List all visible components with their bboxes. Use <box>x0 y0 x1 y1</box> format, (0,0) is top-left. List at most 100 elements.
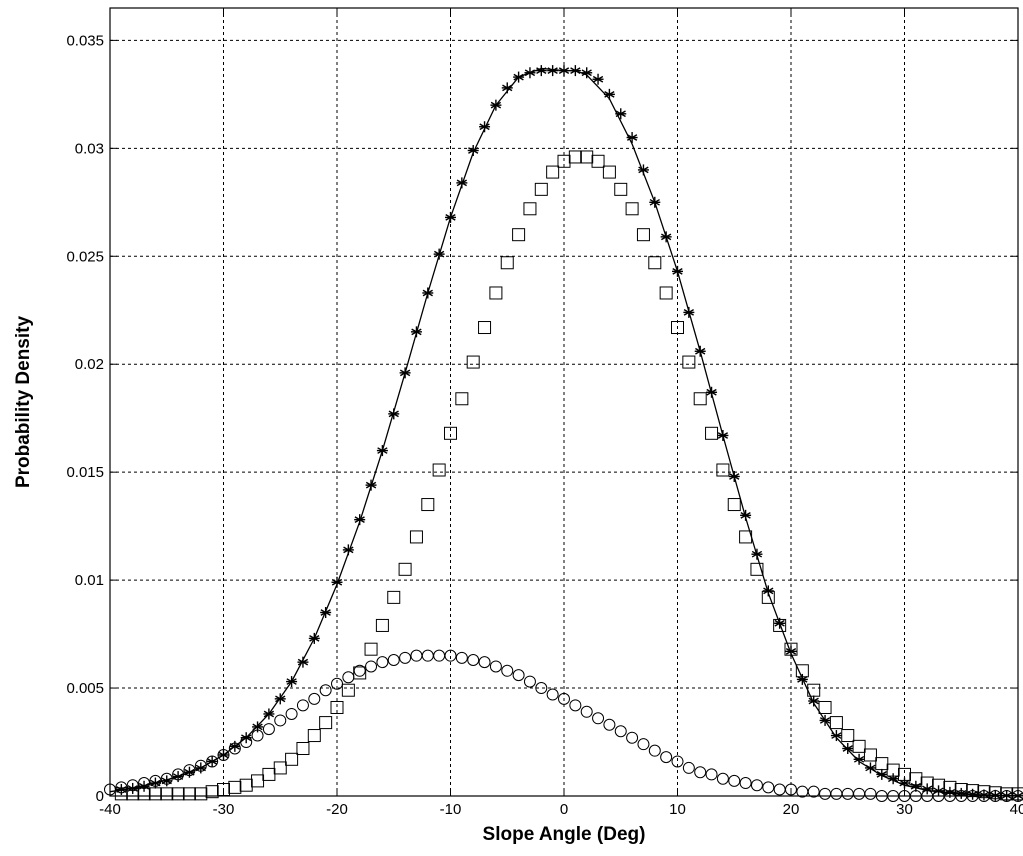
y-tick-label: 0.01 <box>75 572 104 589</box>
square-point <box>285 752 299 766</box>
circle-point <box>864 787 877 800</box>
series-layer <box>104 65 1023 802</box>
circle-point <box>580 705 593 718</box>
square-point <box>398 562 412 576</box>
x-tick-label: -10 <box>440 801 462 818</box>
x-tick-label: 0 <box>560 801 568 818</box>
star-point <box>717 429 729 441</box>
square-point <box>568 150 582 164</box>
square-point <box>818 700 832 714</box>
circle-point <box>319 684 332 697</box>
circle-point <box>149 774 162 787</box>
circle-point <box>807 785 820 798</box>
square-point <box>137 787 151 801</box>
star-point <box>263 708 275 720</box>
square-point <box>273 761 287 775</box>
star-point <box>422 287 434 299</box>
square-point <box>773 618 787 632</box>
star-point <box>376 445 388 457</box>
circle-point <box>228 742 241 755</box>
star-point <box>286 676 298 688</box>
square-point <box>909 772 923 786</box>
square-point <box>659 286 673 300</box>
ticks: -40 -30 -20 -10 0 10 20 30 40 0 0.005 0.01 0.015 0.02… <box>66 8 1023 818</box>
star-point <box>218 749 229 761</box>
square-point <box>148 787 162 801</box>
x-tick-label: -30 <box>213 801 235 818</box>
circle-point <box>569 699 582 712</box>
series-square <box>114 150 1023 801</box>
square-point <box>523 202 537 216</box>
square-point <box>455 392 469 406</box>
circle-point <box>194 759 207 772</box>
square-point <box>512 228 526 242</box>
square-point <box>898 767 911 781</box>
star-point <box>456 177 468 189</box>
star-point <box>876 768 888 780</box>
square-point <box>716 463 730 477</box>
square-point <box>750 562 764 576</box>
square-point <box>988 786 1002 800</box>
star-point <box>547 65 559 77</box>
star-point <box>592 73 604 85</box>
star-point <box>989 789 1001 801</box>
circle-point <box>671 755 684 768</box>
square-point <box>636 228 650 242</box>
circle-point <box>592 712 605 725</box>
star-point <box>830 730 842 742</box>
star-point <box>819 714 831 726</box>
circle-point <box>682 761 695 774</box>
square-point <box>943 780 957 794</box>
star-point <box>637 164 649 176</box>
star-point <box>331 576 343 588</box>
star-point <box>524 67 536 79</box>
circle-point <box>660 751 673 764</box>
square-point <box>478 321 492 335</box>
square-point <box>591 154 605 168</box>
square-point <box>727 498 741 512</box>
star-point <box>445 211 456 223</box>
square-point <box>739 530 753 544</box>
star-point <box>581 67 593 79</box>
square-point <box>228 780 242 794</box>
star-point <box>615 108 627 120</box>
star-point <box>252 721 264 733</box>
circle-point <box>705 768 718 781</box>
circle-point <box>648 744 661 757</box>
circle-point <box>762 781 775 794</box>
star-point <box>467 144 479 156</box>
square-point <box>625 202 639 216</box>
square-point <box>795 664 809 678</box>
square-point <box>784 642 798 656</box>
circle-point <box>138 777 151 790</box>
x-tick-label: 30 <box>896 801 913 818</box>
square-point <box>807 683 821 697</box>
square-point <box>353 666 367 680</box>
star-point <box>433 248 445 260</box>
star-point <box>399 367 411 379</box>
square-point <box>602 165 616 179</box>
y-tick-label: 0.015 <box>66 464 104 481</box>
y-tick-label: 0.03 <box>75 140 104 157</box>
square-point <box>375 618 389 632</box>
circle-point <box>444 649 457 662</box>
star-point <box>501 82 513 94</box>
star-point <box>740 509 752 521</box>
x-tick-label: 40 <box>1010 801 1023 818</box>
square-point <box>841 729 855 743</box>
square-point <box>387 590 401 604</box>
circle-point <box>512 669 525 682</box>
star-point <box>899 777 910 789</box>
circle-point <box>308 692 321 705</box>
square-point <box>614 182 628 196</box>
circle-point <box>387 653 400 666</box>
star-point <box>388 408 400 420</box>
star-point <box>513 71 525 83</box>
star-point <box>683 306 695 318</box>
star-point <box>672 265 683 277</box>
square-point <box>330 700 344 714</box>
circle-point <box>750 779 763 792</box>
star-point <box>660 231 672 243</box>
square-point <box>239 778 253 792</box>
